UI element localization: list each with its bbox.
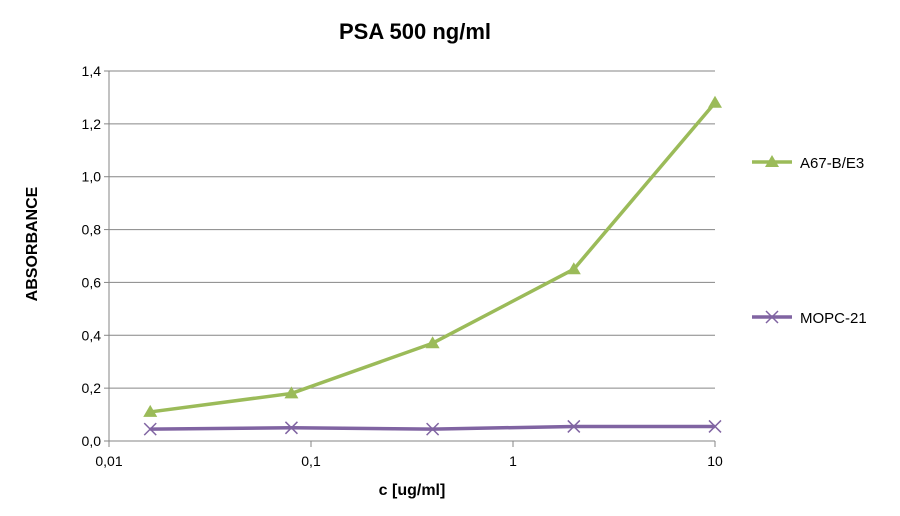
legend-label: MOPC-21 (800, 310, 867, 327)
data-point (284, 421, 298, 435)
x-axis-title: c [ug/ml] (379, 482, 446, 499)
y-axis-title: ABSORBANCE (24, 186, 41, 301)
y-tick-label: 1,4 (82, 63, 102, 79)
data-point (708, 419, 722, 433)
data-point (426, 422, 440, 436)
y-tick-label: 0,2 (82, 380, 102, 396)
data-point (143, 422, 157, 436)
legend-label: A67-B/E3 (800, 155, 864, 172)
tick-labels: 0,0 0,2 0,4 0,6 0,8 1,0 1,2 1,4 0,01 0,1 1 10 (82, 63, 723, 469)
grid (109, 70, 715, 389)
legend-marker (765, 155, 779, 167)
data-point (708, 95, 722, 108)
y-tick-label: 1,0 (82, 169, 102, 185)
chart-title: PSA 500 ng/ml (339, 19, 491, 44)
series-line (150, 101, 717, 414)
legend: A67-B/E3 MOPC-21 (752, 155, 867, 327)
series-2 (143, 419, 722, 436)
legend-item-1: A67-B/E3 (752, 155, 864, 172)
data-point (566, 262, 581, 275)
axes (104, 70, 716, 447)
series-1 (143, 95, 722, 417)
legend-item-2: MOPC-21 (752, 310, 867, 327)
y-tick-label: 0,4 (82, 327, 102, 343)
y-tick-label: 1,2 (82, 116, 102, 132)
data-point (284, 386, 299, 399)
y-tick-label: 0,8 (82, 222, 102, 238)
y-tick-label: 0,6 (82, 274, 102, 290)
x-tick-label: 10 (707, 453, 723, 469)
x-tick-label: 1 (509, 453, 517, 469)
series (143, 95, 722, 436)
x-tick-label: 0,01 (95, 453, 122, 469)
data-point (567, 419, 581, 433)
legend-marker (765, 310, 779, 324)
data-point (425, 336, 440, 349)
x-tick-label: 0,1 (301, 453, 321, 469)
data-point (143, 404, 158, 417)
y-tick-label: 0,0 (82, 433, 102, 449)
